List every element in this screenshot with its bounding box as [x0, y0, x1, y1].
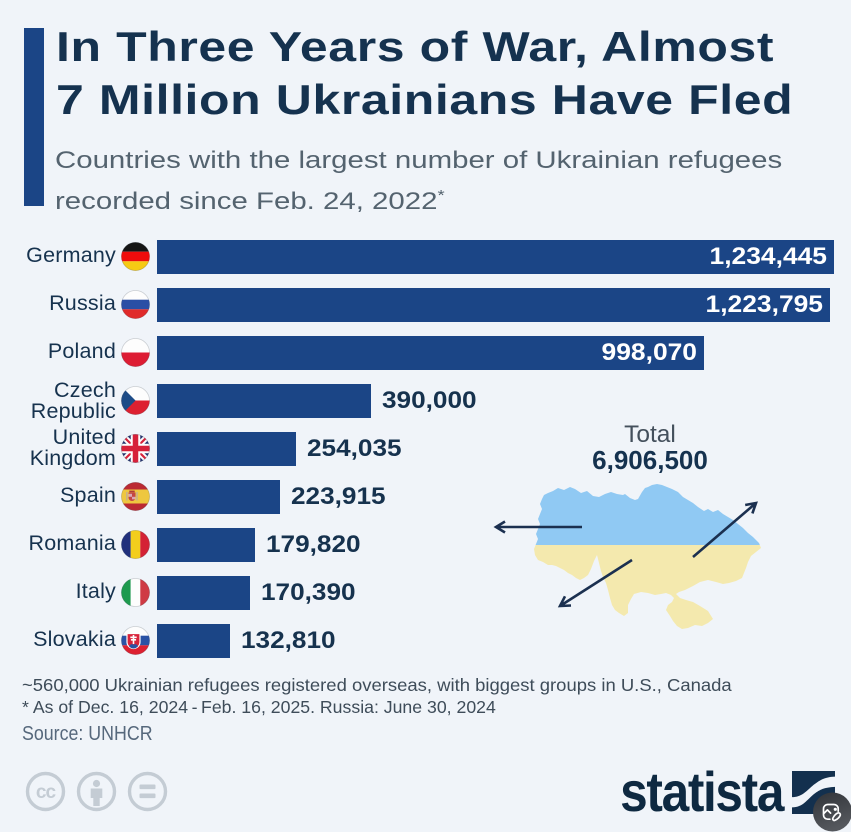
- svg-text:cc: cc: [36, 782, 57, 803]
